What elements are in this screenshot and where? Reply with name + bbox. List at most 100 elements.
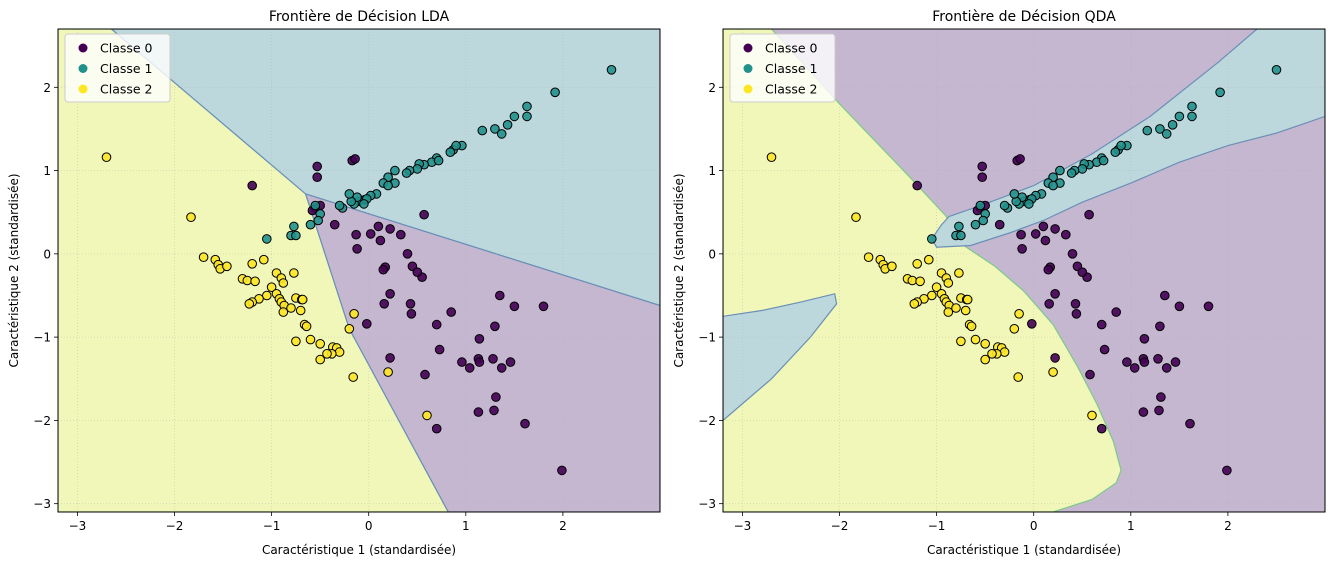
legend-marker-class0	[78, 43, 88, 53]
qda-point-class2	[851, 212, 861, 222]
lda-point-class0	[509, 301, 520, 312]
qda-point-class1	[1066, 168, 1077, 178]
qda-point-class2	[1087, 410, 1097, 421]
lda-point-class1	[359, 199, 369, 209]
lda-point-class2	[198, 252, 209, 263]
x-tick-label: −3	[69, 519, 87, 533]
lda-point-class2	[101, 152, 112, 162]
x-tick-label: 0	[1030, 519, 1038, 533]
qda-point-class0	[1122, 357, 1132, 367]
qda-point-class0	[1040, 235, 1051, 246]
lda-point-class0	[495, 290, 505, 301]
y-tick-label: −2	[698, 414, 716, 428]
lda-point-class0	[464, 363, 475, 373]
qda-point-class2	[943, 307, 954, 317]
qda-point-class1	[956, 230, 966, 241]
lda-point-class0	[491, 392, 501, 402]
lda-point-class2	[315, 354, 326, 365]
lda-point-class2	[250, 276, 260, 287]
lda-point-class2	[242, 275, 253, 286]
lda-legend: Classe 0 Classe 1 Classe 2	[64, 33, 171, 103]
lda-points	[101, 65, 617, 476]
lda-point-class0	[557, 465, 567, 476]
qda-point-class2	[980, 339, 991, 349]
lda-point-class0	[496, 363, 507, 373]
qda-point-class0	[1139, 334, 1150, 344]
lda-point-class0	[378, 264, 389, 275]
qda-point-class0	[1070, 299, 1081, 309]
lda-grid	[58, 29, 660, 512]
lda-point-class1	[390, 165, 400, 176]
lda-point-class2	[289, 268, 299, 278]
qda-point-class2	[907, 275, 918, 286]
qda-x-ticks: −3 −2 −1 0 1 2	[734, 512, 1232, 533]
qda-y-axis-label: Caractéristique 2 (standardisée)	[672, 173, 686, 367]
qda-point-class1	[954, 221, 964, 232]
qda-point-class0	[1153, 354, 1163, 364]
qda-y-ticks: −3 −2 −1 0 1 2	[698, 81, 723, 511]
x-tick-label: −1	[263, 519, 281, 533]
qda-point-class0	[1017, 244, 1027, 254]
lda-point-class1	[502, 120, 513, 130]
lda-point-class0	[457, 357, 467, 367]
qda-point-class2	[951, 303, 961, 313]
lda-point-class1	[313, 215, 324, 226]
lda-point-class0	[379, 299, 390, 309]
qda-point-class0	[1161, 363, 1172, 373]
qda-legend: Classe 0 Classe 1 Classe 2	[729, 33, 836, 103]
qda-decision-regions	[723, 29, 1325, 512]
qda-point-class0	[1222, 465, 1232, 476]
lda-point-class0	[446, 307, 457, 317]
qda-point-class2	[1014, 309, 1024, 319]
qda-point-class0	[1156, 392, 1166, 402]
lda-point-class1	[433, 155, 444, 166]
lda-point-class1	[606, 65, 617, 75]
lda-point-class2	[334, 347, 345, 357]
lda-point-class1	[509, 111, 520, 122]
qda-point-class1	[1077, 164, 1088, 174]
qda-point-class1	[1142, 125, 1153, 136]
qda-point-class0	[912, 180, 923, 191]
qda-point-class1	[1155, 124, 1165, 134]
lda-point-class0	[312, 172, 323, 182]
x-tick-label: −1	[928, 519, 946, 533]
lda-point-class1	[496, 129, 507, 139]
y-tick-label: 1	[708, 164, 716, 178]
qda-point-class0	[1096, 319, 1107, 330]
lda-point-class2	[348, 372, 359, 382]
lda-point-class2	[349, 309, 359, 319]
lda-point-class2	[186, 212, 196, 222]
lda-point-class2	[262, 290, 272, 301]
lda-point-class0	[431, 423, 442, 434]
qda-point-class2	[966, 321, 977, 332]
y-tick-label: −1	[698, 331, 716, 345]
qda-point-class1	[975, 200, 986, 211]
x-tick-label: −2	[166, 519, 184, 533]
lda-point-class1	[334, 200, 345, 211]
lda-point-class2	[422, 410, 432, 421]
lda-point-class2	[295, 305, 306, 316]
qda-point-class1	[978, 215, 989, 226]
lda-point-class2	[297, 294, 308, 305]
lda-point-class1	[550, 87, 560, 98]
qda-point-class2	[999, 347, 1010, 357]
qda-point-class0	[1138, 407, 1149, 417]
y-tick-label: −3	[33, 497, 51, 511]
lda-point-class1	[262, 234, 272, 244]
qda-point-class0	[1077, 267, 1088, 278]
lda-point-class2	[305, 334, 316, 345]
qda-point-class0	[1050, 224, 1060, 234]
lda-point-class2	[315, 339, 326, 349]
legend-marker-class1	[743, 64, 753, 73]
qda-point-class2	[931, 282, 942, 293]
lda-point-class1	[522, 101, 532, 112]
lda-point-class2	[322, 349, 332, 359]
x-tick-label: 0	[365, 519, 373, 533]
qda-point-class1	[1116, 140, 1126, 151]
y-tick-label: 0	[708, 247, 716, 261]
qda-point-class2	[943, 278, 954, 288]
legend-label: Classe 2	[765, 82, 818, 97]
qda-point-class0	[1174, 301, 1185, 312]
qda-point-class1	[1161, 129, 1172, 139]
